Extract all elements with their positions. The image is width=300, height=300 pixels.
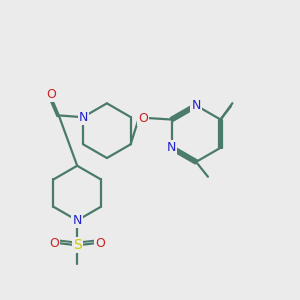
Text: N: N: [73, 214, 82, 227]
Text: N: N: [167, 141, 176, 154]
Text: O: O: [138, 112, 148, 124]
Text: O: O: [95, 237, 105, 250]
Text: O: O: [46, 88, 56, 101]
Text: S: S: [73, 238, 82, 252]
Text: N: N: [79, 110, 88, 124]
Text: N: N: [191, 99, 201, 112]
Text: O: O: [50, 237, 59, 250]
